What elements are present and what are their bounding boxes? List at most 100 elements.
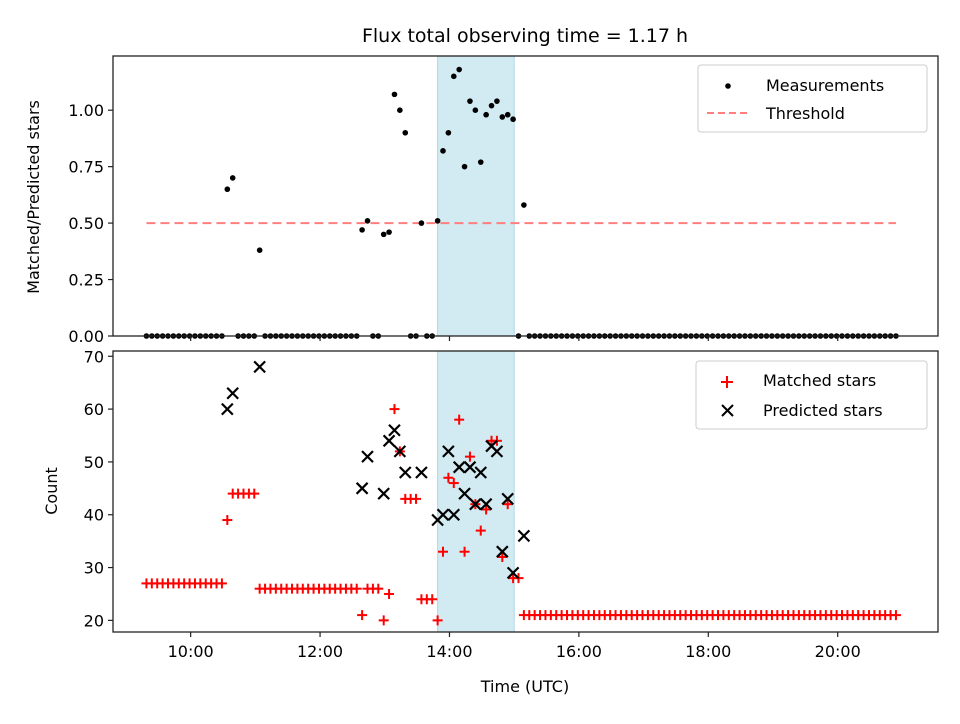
- matched-star-point: [351, 583, 362, 594]
- predicted-star-point: [442, 445, 455, 458]
- matched-star-point: [432, 615, 443, 626]
- matched-star-point: [497, 551, 508, 562]
- counts-y-label: Count: [42, 467, 61, 515]
- predicted-star-point: [474, 466, 488, 479]
- measurement-point: [456, 66, 462, 73]
- matched-star-point: [378, 615, 389, 626]
- predicted-star-point: [458, 487, 471, 500]
- measurement-point: [364, 218, 371, 224]
- x-tick-label: 16:00: [556, 642, 602, 661]
- chart-title: Flux total observing time = 1.17 h: [362, 25, 688, 47]
- predicted-star-point: [452, 460, 466, 474]
- measurement-point: [472, 107, 479, 113]
- matched-star-point: [448, 478, 459, 489]
- measurement-point: [359, 227, 365, 233]
- predicted-star-point: [415, 466, 428, 479]
- measurement-point: [402, 129, 409, 136]
- ratio-legend-box: [697, 64, 928, 133]
- predicted-star-point: [436, 508, 450, 522]
- matched-star-point: [222, 515, 233, 526]
- x-tick-label: 14:00: [426, 642, 472, 661]
- legend-measurements-marker: [725, 83, 731, 89]
- matched-star-point: [443, 472, 454, 483]
- counts-y-tick-label: 30: [84, 559, 104, 578]
- matched-star-point: [357, 610, 368, 621]
- measurement-point: [461, 163, 468, 170]
- matched-star-point: [459, 546, 470, 557]
- measurement-point: [391, 91, 398, 98]
- ratio-y-tick-label: 0.50: [68, 214, 104, 233]
- matched-star-point: [890, 610, 901, 621]
- matched-star-point: [438, 546, 448, 557]
- predicted-star-point: [226, 386, 239, 400]
- x-tick-label: 20:00: [815, 642, 861, 661]
- ratio-y-ticks: 0.00 0.25 0.50 0.75 1.00: [68, 101, 113, 346]
- ratio-y-tick-label: 0.75: [68, 158, 104, 177]
- predicted-star-point: [469, 497, 482, 511]
- predicted-star-point: [506, 566, 520, 580]
- measurement-point: [380, 231, 387, 238]
- counts-y-tick-label: 20: [84, 611, 104, 630]
- predicted-star-point: [355, 482, 369, 495]
- matched-star-point: [384, 588, 395, 599]
- measurement-point: [504, 111, 511, 118]
- ratio-y-label: Matched/Predicted stars: [24, 100, 43, 294]
- counts-x-ticks: 10:00 12:00 14:00 16:00 18:00 20:00: [168, 632, 861, 661]
- counts-y-tick-label: 70: [84, 347, 104, 366]
- measurement-point: [386, 229, 392, 235]
- predicted-star-point: [479, 497, 493, 511]
- ratio-legend: Measurements Threshold: [697, 64, 928, 133]
- measurement-point: [224, 186, 231, 193]
- measurement-point: [521, 202, 527, 208]
- matched-star-point: [389, 404, 400, 415]
- matched-star-point: [249, 488, 260, 499]
- predicted-star-point: [221, 402, 234, 416]
- measurement-point: [256, 247, 263, 253]
- matched-star-point: [427, 594, 438, 605]
- predicted-star-point: [388, 423, 401, 437]
- counts-legend: Matched stars Predicted stars: [695, 360, 928, 430]
- predicted-star-point: [382, 434, 396, 448]
- counts-y-tick-label: 40: [84, 506, 104, 525]
- matched-star-point: [216, 578, 227, 589]
- counts-plot-frame: [112, 350, 939, 633]
- predicted-star-point: [501, 492, 514, 506]
- counts-y-tick-label: 60: [84, 400, 104, 419]
- legend-predicted-marker: [721, 404, 734, 417]
- matched-stars-points: [141, 404, 901, 626]
- predicted-star-point: [377, 487, 390, 500]
- measurement-point: [510, 116, 516, 123]
- predicted-star-point: [393, 445, 407, 458]
- matched-star-point: [481, 504, 492, 515]
- counts-y-tick-label: 50: [84, 453, 104, 472]
- predicted-star-point: [447, 508, 461, 522]
- ratio-x-ticks: [190, 336, 839, 341]
- x-axis-label: Time (UTC): [480, 677, 569, 696]
- predicted-star-point: [517, 529, 531, 543]
- ratio-y-tick-label: 0.00: [68, 327, 104, 346]
- counts-legend-box: [695, 360, 928, 430]
- ratio-panel: 0.00 0.25 0.50 0.75 1.00 Matched/Predicted s…: [24, 55, 939, 346]
- legend-matched-label: Matched stars: [763, 371, 876, 390]
- predicted-star-point: [496, 545, 509, 558]
- measurement-point: [418, 220, 425, 226]
- observing-span-shade-bottom: [437, 350, 515, 633]
- measurement-point: [434, 218, 441, 224]
- predicted-stars-points: [221, 360, 531, 580]
- legend-matched-marker: [721, 376, 733, 388]
- predicted-star-point: [490, 445, 504, 458]
- matched-star-point: [464, 451, 475, 462]
- predicted-star-point: [398, 466, 412, 479]
- measurement-point: [467, 98, 473, 104]
- measurement-point: [499, 114, 506, 120]
- predicted-star-point: [463, 460, 477, 474]
- measurement-point: [397, 107, 403, 113]
- x-tick-label: 18:00: [685, 642, 731, 661]
- measurement-point: [477, 159, 484, 165]
- matched-star-point: [475, 525, 486, 536]
- observing-span-shade-top: [437, 55, 515, 337]
- measurement-point: [494, 98, 500, 104]
- legend-predicted-label: Predicted stars: [763, 401, 883, 420]
- predicted-star-point: [361, 450, 374, 463]
